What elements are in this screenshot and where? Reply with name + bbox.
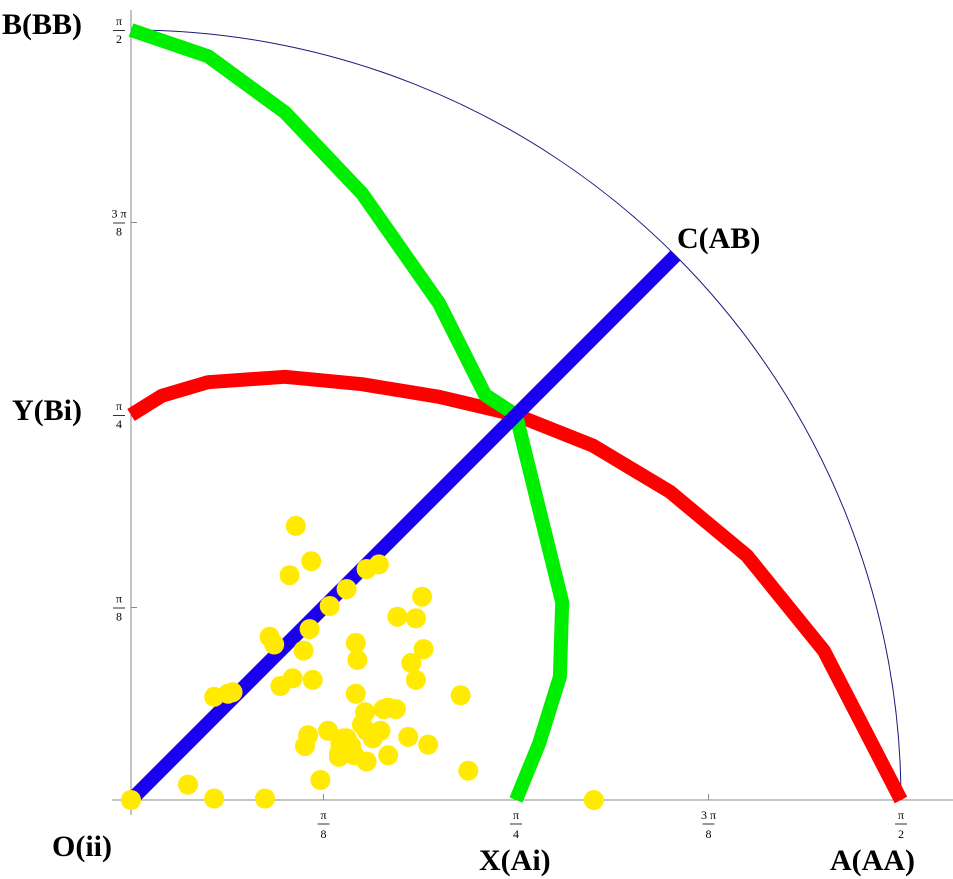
data-point-23 <box>347 649 368 670</box>
x-tick-label-den-0: 8 <box>321 827 327 841</box>
tick-labels: π 8 π 4 3 π 8 π 2 π 8 π 4 3 π 8 π 2 <box>111 14 907 841</box>
red-curve <box>127 369 908 804</box>
green-curve <box>128 23 570 803</box>
data-point-3 <box>255 788 275 809</box>
label-a-aa: A(AA) <box>830 844 915 877</box>
data-point-0 <box>121 790 141 810</box>
data-point-24 <box>345 683 366 704</box>
y-tick-label-num-3: π <box>116 14 122 28</box>
x-tick-label-den-1: 4 <box>513 827 519 841</box>
data-point-43 <box>362 728 383 749</box>
data-point-10 <box>302 669 323 690</box>
data-point-55 <box>310 770 331 790</box>
data-point-1 <box>178 774 198 795</box>
label-y-bi: Y(Bi) <box>12 394 82 427</box>
data-point-31 <box>450 685 471 706</box>
data-point-49 <box>378 745 399 766</box>
data-point-26 <box>405 608 426 629</box>
data-point-19 <box>336 579 357 599</box>
data-point-51 <box>378 697 399 718</box>
data-point-22 <box>345 632 366 653</box>
data-point-53 <box>418 734 439 755</box>
y-tick-label-den-1: 4 <box>116 417 122 431</box>
data-point-46 <box>318 720 339 741</box>
x-tick-label-num-2: 3 π <box>701 808 716 822</box>
data-point-50 <box>398 726 419 747</box>
data-points <box>121 515 604 810</box>
data-point-9 <box>282 668 303 689</box>
x-tick-label-num-1: π <box>513 808 519 822</box>
y-tick-label-num-0: π <box>116 592 122 606</box>
data-point-56 <box>355 702 376 723</box>
label-b-bb: B(BB) <box>2 8 82 41</box>
data-point-48 <box>356 751 377 772</box>
y-tick-label-den-0: 8 <box>116 610 122 624</box>
x-tick-label-den-2: 8 <box>706 827 712 841</box>
data-point-7 <box>222 682 243 703</box>
data-point-30 <box>405 669 426 690</box>
label-c-ab: C(AB) <box>677 222 760 255</box>
x-tick-label-num-3: π <box>898 808 904 822</box>
data-point-16 <box>301 551 322 572</box>
y-tick-label-den-2: 8 <box>116 225 122 239</box>
data-point-52 <box>333 728 354 749</box>
data-point-27 <box>412 586 433 607</box>
y-tick-label-den-3: 2 <box>116 32 122 46</box>
blue-line <box>126 250 681 805</box>
x-tick-label-num-0: π <box>320 808 326 822</box>
data-point-14 <box>299 619 320 640</box>
label-x-ai: X(Ai) <box>479 844 551 877</box>
data-point-2 <box>204 788 225 809</box>
data-point-12 <box>264 634 285 655</box>
curves <box>126 23 908 805</box>
data-point-25 <box>387 606 408 627</box>
data-point-28 <box>413 639 434 660</box>
boundary-arc <box>130 29 902 801</box>
data-point-15 <box>279 565 300 586</box>
data-point-17 <box>285 515 306 536</box>
y-tick-label-num-2: 3 π <box>111 207 126 221</box>
data-point-4 <box>583 790 604 810</box>
y-tick-label-num-1: π <box>116 399 122 413</box>
data-point-21 <box>368 554 389 575</box>
x-tick-label-den-3: 2 <box>898 827 904 841</box>
corner-labels: B(BB) Y(Bi) C(AB) O(ii) X(Ai) A(AA) <box>2 8 915 877</box>
data-point-54 <box>458 760 479 781</box>
data-point-18 <box>319 596 340 616</box>
data-point-33 <box>295 736 315 757</box>
data-point-29 <box>401 652 422 673</box>
label-o-ii: O(ii) <box>52 830 112 863</box>
data-point-47 <box>328 743 349 764</box>
data-point-13 <box>293 640 314 661</box>
